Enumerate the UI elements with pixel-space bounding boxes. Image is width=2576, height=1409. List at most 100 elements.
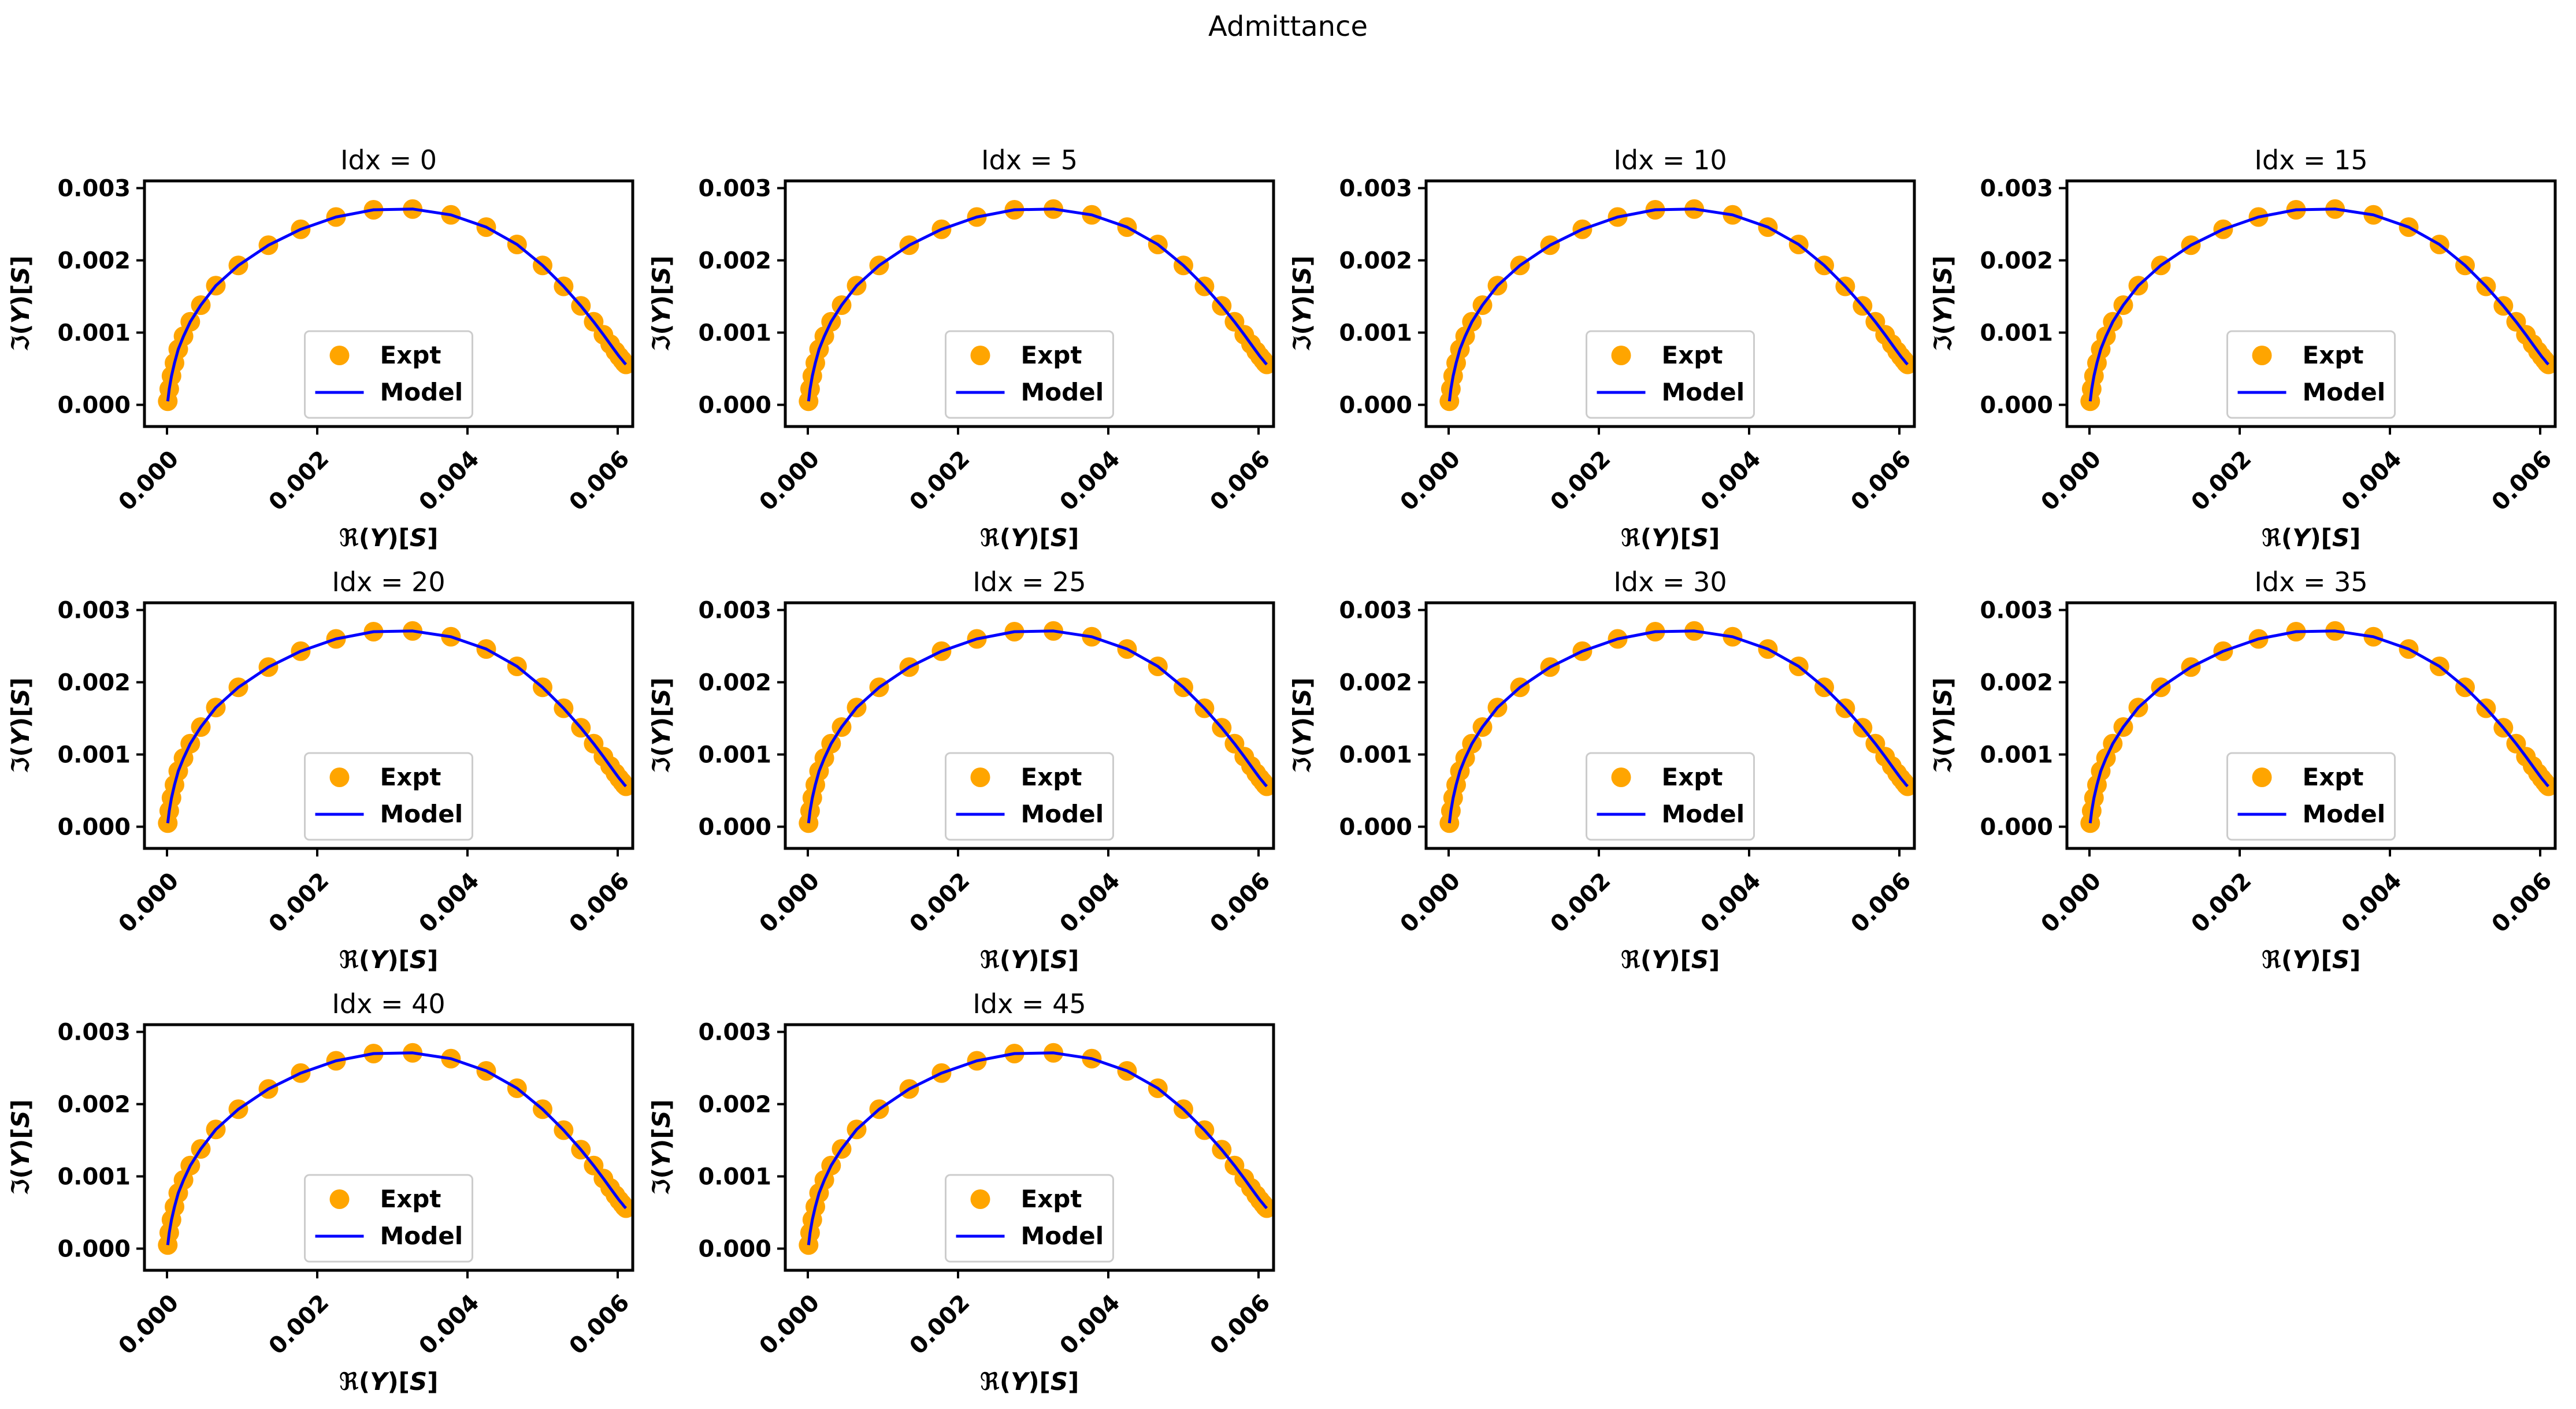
legend-expt-label: Expt bbox=[380, 1185, 441, 1213]
legend-model-label: Model bbox=[380, 1222, 463, 1250]
legend-expt-label: Expt bbox=[1021, 1185, 1082, 1213]
y-tick-label: 0.001 bbox=[698, 742, 771, 769]
y-tick-label: 0.002 bbox=[698, 248, 771, 275]
y-axis-label: ℑ(Y)[S] bbox=[1288, 255, 1316, 352]
x-axis-label: ℜ(Y)[S] bbox=[2262, 945, 2361, 974]
plot-area bbox=[1439, 199, 1914, 411]
model-line bbox=[166, 207, 628, 402]
y-tick-label: 0.001 bbox=[57, 1164, 131, 1191]
legend-model-label: Model bbox=[1662, 800, 1745, 828]
legend: Expt Model bbox=[945, 330, 1114, 419]
y-axis-label: ℑ(Y)[S] bbox=[1288, 677, 1316, 774]
subplot-title: Idx = 45 bbox=[973, 988, 1086, 1019]
legend: Expt Model bbox=[304, 752, 473, 841]
y-tick-label: 0.002 bbox=[57, 1092, 131, 1118]
x-axis-label: ℜ(Y)[S] bbox=[1621, 524, 1720, 552]
subplot-title: Idx = 35 bbox=[2254, 566, 2367, 598]
x-axis-label: ℜ(Y)[S] bbox=[980, 524, 1079, 552]
y-tick-label: 0.001 bbox=[1980, 320, 2053, 347]
x-axis-label: ℜ(Y)[S] bbox=[980, 945, 1079, 974]
legend-model-label: Model bbox=[2303, 378, 2386, 406]
y-tick-label: 0.002 bbox=[57, 670, 131, 696]
x-axis-label: ℜ(Y)[S] bbox=[339, 524, 439, 552]
subplot-grid: Idx = 00.000 0.002 0.004 0.0060.0000.0010.0… bbox=[6, 144, 2557, 1396]
legend-expt-marker bbox=[329, 346, 350, 365]
axes-frame bbox=[2065, 601, 2557, 850]
legend-model-label: Model bbox=[1021, 1222, 1104, 1250]
y-tick-label: 0.003 bbox=[698, 1019, 771, 1046]
model-line bbox=[166, 629, 628, 824]
x-axis-label: ℜ(Y)[S] bbox=[1621, 945, 1720, 974]
legend: Expt Model bbox=[945, 752, 1114, 841]
y-axis-label: ℑ(Y)[S] bbox=[1929, 677, 1957, 774]
y-tick-label: 0.002 bbox=[698, 1092, 771, 1118]
subplot-title: Idx = 20 bbox=[332, 566, 445, 598]
y-tick-label: 0.000 bbox=[698, 814, 771, 841]
legend-expt-marker bbox=[2252, 767, 2272, 787]
legend-model-label: Model bbox=[380, 378, 463, 406]
subplot-title: Idx = 25 bbox=[973, 566, 1086, 598]
axes-frame bbox=[1424, 601, 1916, 850]
subplot-title: Idx = 10 bbox=[1613, 144, 1727, 176]
y-tick-label: 0.000 bbox=[1980, 392, 2053, 419]
y-tick-label: 0.000 bbox=[698, 1236, 771, 1263]
figure-suptitle: Admittance bbox=[1208, 10, 1368, 43]
y-tick-label: 0.003 bbox=[1980, 176, 2053, 202]
y-tick-label: 0.001 bbox=[1339, 742, 1412, 769]
y-tick-label: 0.002 bbox=[1980, 670, 2053, 696]
y-tick-label: 0.003 bbox=[57, 598, 131, 624]
model-line bbox=[807, 629, 1268, 824]
y-tick-label: 0.001 bbox=[1339, 320, 1412, 347]
legend-expt-label: Expt bbox=[1021, 341, 1082, 369]
legend-expt-label: Expt bbox=[380, 341, 441, 369]
x-axis-label: ℜ(Y)[S] bbox=[339, 1367, 439, 1396]
subplot-title: Idx = 30 bbox=[1613, 566, 1727, 598]
legend-model-label: Model bbox=[1021, 800, 1104, 828]
legend-expt-label: Expt bbox=[1662, 341, 1723, 369]
plot-area bbox=[799, 1043, 1274, 1255]
axes-frame bbox=[1424, 179, 1916, 428]
legend-expt-marker bbox=[970, 1189, 990, 1209]
subplot-title: Idx = 15 bbox=[2254, 144, 2367, 176]
y-tick-label: 0.002 bbox=[1339, 670, 1412, 696]
y-tick-label: 0.000 bbox=[1339, 814, 1412, 841]
y-tick-label: 0.003 bbox=[1339, 176, 1412, 202]
y-tick-label: 0.000 bbox=[698, 392, 771, 419]
y-tick-label: 0.000 bbox=[1339, 392, 1412, 419]
y-tick-label: 0.003 bbox=[1339, 598, 1412, 624]
legend-expt-marker bbox=[970, 767, 990, 787]
plot-area bbox=[2080, 199, 2555, 411]
y-axis-label: ℑ(Y)[S] bbox=[647, 255, 675, 352]
y-tick-label: 0.001 bbox=[698, 1164, 771, 1191]
y-axis-label: ℑ(Y)[S] bbox=[647, 677, 675, 774]
model-line bbox=[1447, 629, 1909, 824]
y-tick-label: 0.003 bbox=[57, 176, 131, 202]
y-tick-label: 0.002 bbox=[57, 248, 131, 275]
legend: Expt Model bbox=[304, 1174, 473, 1263]
plot-area bbox=[799, 199, 1274, 411]
legend-expt-label: Expt bbox=[1021, 763, 1082, 791]
axes-frame bbox=[784, 601, 1275, 850]
plot-area bbox=[158, 199, 633, 411]
legend: Expt Model bbox=[945, 1174, 1114, 1263]
subplot-title: Idx = 5 bbox=[981, 144, 1078, 176]
y-tick-label: 0.002 bbox=[1339, 248, 1412, 275]
y-tick-label: 0.000 bbox=[57, 1236, 131, 1263]
y-tick-label: 0.001 bbox=[698, 320, 771, 347]
y-tick-label: 0.000 bbox=[57, 392, 131, 419]
axes-frame bbox=[2065, 179, 2557, 428]
legend: Expt Model bbox=[1586, 330, 1755, 419]
y-tick-label: 0.003 bbox=[1980, 598, 2053, 624]
model-line bbox=[1447, 207, 1909, 402]
legend: Expt Model bbox=[1586, 752, 1755, 841]
axes-frame bbox=[143, 179, 634, 428]
axes-frame bbox=[143, 1023, 634, 1272]
y-tick-label: 0.001 bbox=[57, 742, 131, 769]
subplot-title: Idx = 40 bbox=[332, 988, 445, 1019]
axes-frame bbox=[784, 1023, 1275, 1272]
subplot-title: Idx = 0 bbox=[340, 144, 437, 176]
y-axis-label: ℑ(Y)[S] bbox=[6, 1099, 35, 1196]
x-axis-label: ℜ(Y)[S] bbox=[339, 945, 439, 974]
y-axis-label: ℑ(Y)[S] bbox=[647, 1099, 675, 1196]
y-tick-label: 0.003 bbox=[57, 1019, 131, 1046]
